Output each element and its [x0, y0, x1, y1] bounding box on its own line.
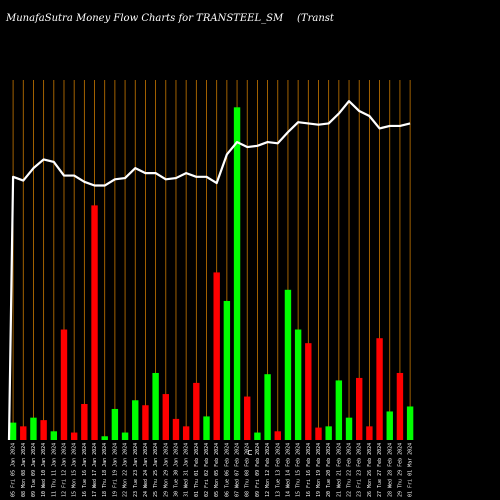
bar	[345, 417, 353, 440]
bar	[254, 432, 261, 440]
bar	[406, 406, 414, 440]
bar	[50, 431, 58, 440]
chart-title-right: (Transt	[297, 13, 334, 24]
bar	[325, 426, 332, 440]
x-tick-label: 21 Wed 21 Feb 2024	[336, 443, 342, 497]
bar	[9, 422, 17, 440]
x-tick-label: 19 Fri 19 Jan 2024	[112, 443, 118, 497]
x-tick-label: 10 Wed 10 Jan 2024	[41, 443, 47, 497]
bar	[386, 411, 393, 440]
x-tick-label: 29 Mon 29 Jan 2024	[163, 443, 169, 497]
x-tick-label: 20 Tue 20 Feb 2024	[326, 443, 332, 497]
x-tick-label: 16 Tue 16 Jan 2024	[82, 443, 88, 497]
bar	[274, 431, 281, 440]
bar	[203, 416, 210, 440]
x-tick-label: 15 Thu 15 Feb 2024	[296, 443, 302, 497]
bar	[305, 343, 312, 440]
bar	[213, 272, 220, 440]
bar	[20, 426, 27, 440]
x-tick-label: 28 Wed 28 Feb 2024	[387, 443, 393, 497]
x-tick-label: 19 Mon 19 Feb 2024	[316, 443, 322, 497]
bar	[396, 372, 404, 440]
x-tick-label: 12 Fri 12 Jan 2024	[61, 443, 67, 497]
x-tick-label: 25 Thu 25 Jan 2024	[153, 443, 159, 497]
x-tick-label: 06 Tue 06 Feb 2024	[224, 443, 230, 497]
x-tick-label: 24 Wed 24 Jan 2024	[143, 443, 149, 497]
x-tick-label: 30 Tue 30 Jan 2024	[173, 443, 179, 497]
bar	[193, 382, 200, 440]
x-tick-label: 09 Tue 09 Jan 2024	[31, 443, 37, 497]
bar	[315, 427, 322, 440]
bar	[132, 400, 139, 440]
x-tick-label: 29 Thu 29 Feb 2024	[397, 443, 403, 497]
bar	[244, 396, 251, 440]
bar	[30, 417, 37, 440]
x-tick-label: 18 Thu 18 Jan 2024	[102, 443, 108, 497]
bar	[182, 426, 190, 440]
bar	[142, 405, 149, 440]
bar	[121, 432, 129, 440]
x-tick-label: 27 Tue 27 Feb 2024	[377, 443, 383, 497]
bar	[152, 372, 159, 440]
bar	[40, 420, 47, 440]
x-tick-label: 08 Thu 08 Feb 2024	[245, 443, 251, 497]
x-tick-label: 05 Fri 05 Jan 2024	[11, 443, 17, 497]
bar	[162, 394, 169, 440]
x-tick-label: 22 Mon 22 Jan 2024	[123, 443, 129, 497]
bar	[376, 338, 383, 440]
x-tick-label: 09 Fri 09 Feb 2024	[255, 443, 261, 497]
x-tick-label: 07 Wed 07 Feb 2024	[235, 443, 241, 497]
bar	[366, 426, 373, 440]
bar	[294, 329, 302, 440]
x-tick-label: 05 Mon 05 Feb 2024	[214, 443, 220, 497]
x-tick-label: 23 Tue 23 Jan 2024	[133, 443, 139, 497]
money-flow-line	[7, 100, 411, 441]
bar	[60, 329, 68, 440]
bar	[223, 300, 231, 440]
bar	[101, 436, 108, 440]
bar	[172, 418, 180, 440]
x-tick-label: 08 Mon 08 Jan 2024	[21, 443, 27, 497]
x-tick-label: 14 Wed 14 Feb 2024	[285, 443, 291, 497]
x-tick-label: 12 Mon 12 Feb 2024	[265, 443, 271, 497]
bar	[70, 432, 78, 440]
x-tick-label: 15 Mon 15 Jan 2024	[72, 443, 78, 497]
x-tick-label: 31 Wed 31 Jan 2024	[184, 443, 190, 497]
x-tick-label: 02 Fri 02 Feb 2024	[204, 443, 210, 497]
bar	[335, 380, 343, 440]
bar	[81, 404, 88, 440]
x-tick-label: 11 Thu 11 Jan 2024	[51, 443, 57, 497]
bar	[264, 374, 271, 440]
chart-title: MunafaSutra Money Flow Charts for TRANST…	[6, 13, 284, 24]
bar	[111, 408, 119, 440]
x-tick-label: 23 Fri 23 Feb 2024	[357, 443, 363, 497]
bar	[284, 289, 292, 440]
bar	[91, 205, 98, 440]
bar	[356, 377, 363, 440]
center-marker: C	[248, 449, 253, 457]
x-tick-label: 26 Mon 26 Feb 2024	[367, 443, 373, 497]
x-tick-label: 16 Fri 16 Feb 2024	[306, 443, 312, 497]
x-tick-label: 22 Thu 22 Feb 2024	[347, 443, 353, 497]
x-tick-label: 01 Fri 01 Mar 2024	[408, 443, 414, 497]
bar	[233, 107, 241, 440]
x-tick-label: 13 Tue 13 Feb 2024	[275, 443, 281, 497]
x-tick-label: 17 Wed 17 Jan 2024	[92, 443, 98, 497]
x-tick-label: 01 Thu 01 Feb 2024	[194, 443, 200, 497]
